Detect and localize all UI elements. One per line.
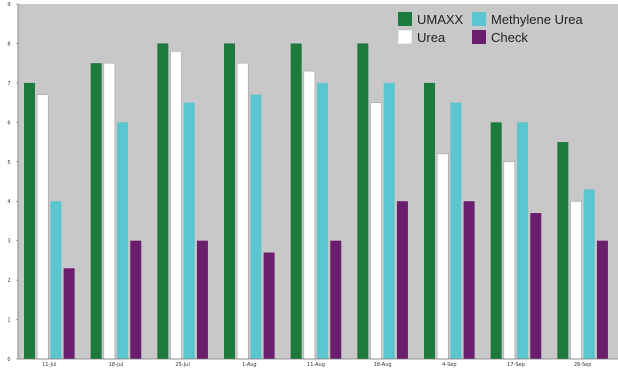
y-tick-label: 3 xyxy=(7,239,10,245)
x-axis: 11-Jul 18-Jul 25-Jul 1-Aug 11-Aug 18-Aug 4-Sep… xyxy=(42,362,591,368)
bar-check xyxy=(596,240,608,359)
x-tick-label: 11-Jul xyxy=(42,362,56,368)
bar-methylene-urea xyxy=(383,82,395,359)
bar-check xyxy=(530,213,542,359)
bar-urea xyxy=(436,153,449,360)
y-tick-label: 5 xyxy=(7,160,10,166)
x-tick-label: 17-Sep xyxy=(507,362,525,368)
bar-urea xyxy=(570,200,582,360)
x-tick-label: 4-Sep xyxy=(442,362,456,368)
bar-methylene-urea xyxy=(517,122,529,359)
legend-label: UMAXX xyxy=(417,12,464,27)
bar-methylene-urea xyxy=(117,122,129,359)
bar-umaxx xyxy=(157,43,169,359)
y-tick-label: 9 xyxy=(7,2,10,8)
bar-urea xyxy=(236,62,249,360)
bar-umaxx xyxy=(90,63,102,360)
bar-check xyxy=(263,252,275,359)
bar-check xyxy=(330,240,342,359)
bar-umaxx xyxy=(424,82,435,359)
legend-label: Urea xyxy=(417,30,446,45)
bar-umaxx xyxy=(357,43,369,359)
bar-urea xyxy=(36,94,49,360)
bar-methylene-urea xyxy=(317,82,329,359)
legend-swatch xyxy=(472,30,486,44)
y-tick-label: 8 xyxy=(7,41,10,47)
bar-check xyxy=(63,268,75,359)
legend-swatch xyxy=(472,12,486,26)
legend: UMAXX Urea Methylene Urea Check xyxy=(397,12,584,45)
bar-check xyxy=(130,240,142,359)
x-tick-label: 28-Sep xyxy=(574,362,592,368)
y-tick-label: 0 xyxy=(7,357,10,363)
x-tick-label: 18-Jul xyxy=(109,362,123,368)
y-tick-label: 6 xyxy=(7,120,10,126)
bar-urea xyxy=(103,62,116,360)
bar-umaxx xyxy=(290,43,302,359)
bar-methylene-urea xyxy=(183,102,195,359)
bar-check xyxy=(196,240,208,359)
bar-check xyxy=(463,201,475,359)
x-tick-label: 18-Aug xyxy=(374,362,392,368)
bar-methylene-urea xyxy=(450,102,462,359)
bar-umaxx xyxy=(224,43,235,359)
y-tick-label: 7 xyxy=(7,81,10,87)
bar-urea xyxy=(303,70,316,360)
bar-umaxx xyxy=(557,142,569,359)
y-tick-label: 1 xyxy=(7,318,10,324)
x-tick-label: 25-Jul xyxy=(175,362,189,368)
legend-label: Methylene Urea xyxy=(491,12,584,27)
bar-urea xyxy=(370,102,382,360)
bar-umaxx xyxy=(24,82,35,359)
bar-methylene-urea xyxy=(583,189,595,359)
bar-urea xyxy=(170,51,182,360)
legend-swatch xyxy=(397,29,413,45)
legend-label: Check xyxy=(491,30,528,45)
x-tick-label: 1-Aug xyxy=(242,362,257,368)
y-tick-label: 4 xyxy=(7,199,10,205)
bar-methylene-urea xyxy=(50,201,62,359)
y-tick-label: 2 xyxy=(7,278,10,284)
bar-methylene-urea xyxy=(250,94,262,359)
bar-urea xyxy=(503,161,516,360)
bar-check xyxy=(396,201,408,359)
bars-group xyxy=(24,43,608,360)
x-tick-label: 11-Aug xyxy=(307,362,325,368)
legend-swatch xyxy=(398,12,412,26)
bar-umaxx xyxy=(490,122,502,359)
